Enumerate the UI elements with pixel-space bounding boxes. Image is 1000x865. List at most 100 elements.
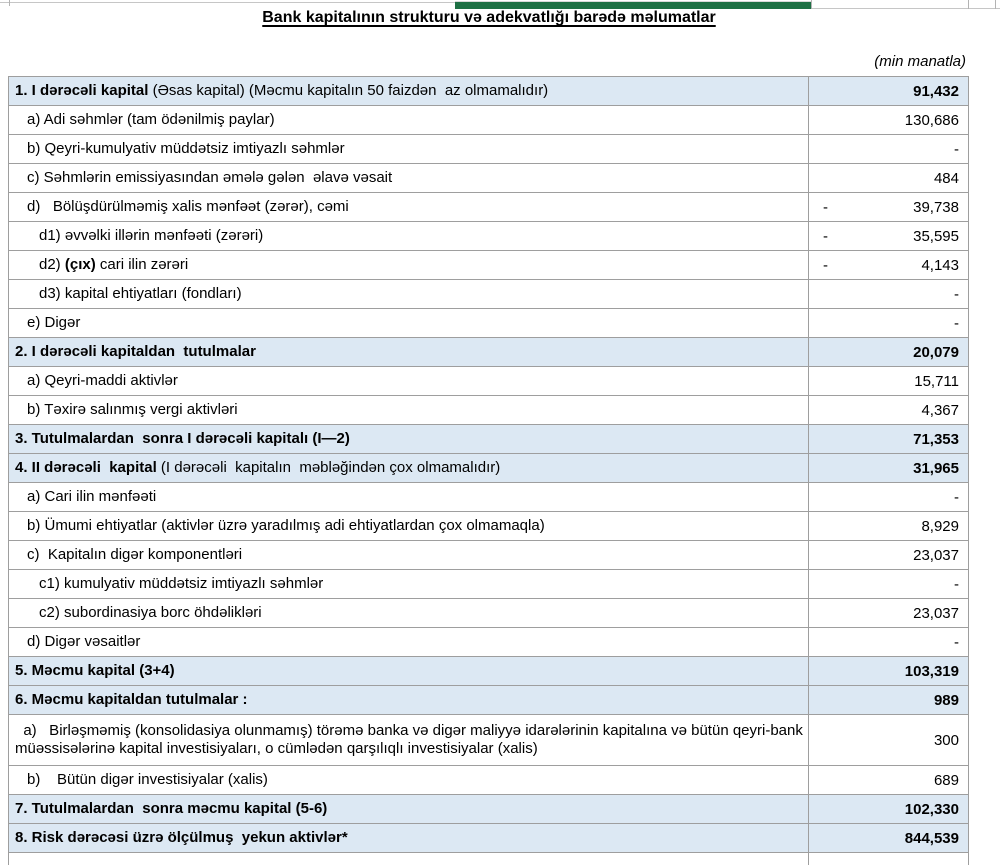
unit-note: (min manatla) (874, 53, 966, 70)
row-label: b) Bütün digər investisiyalar (xalis) (9, 766, 809, 795)
row-label: 6. Məcmu kapitaldan tutulmalar : (9, 686, 809, 715)
sheet-gridline (811, 0, 812, 9)
row-value: - 35,595 (809, 222, 969, 251)
label-text: c) Kapitalın digər komponentləri (27, 545, 243, 563)
value-text: - (954, 140, 959, 158)
value-text: - (954, 488, 959, 506)
minus-sign: - (823, 227, 828, 245)
sheet-gridline (811, 8, 1000, 9)
value-text: 4,143 (921, 256, 959, 274)
row-label: 7. Tutulmalardan sonra məcmu kapital (5-… (9, 795, 809, 824)
row-value: - (809, 309, 969, 338)
table-row: a) Birləşməmiş (konsolidasiya olunmamış)… (9, 715, 969, 766)
sheet-gridline (0, 2, 455, 3)
row-value: 4,367 (809, 396, 969, 425)
table-row: 4. II dərəcəli kapital (I dərəcəli kapit… (9, 454, 969, 483)
value-text: 23,037 (913, 546, 959, 564)
row-value: 91,432 (809, 77, 969, 106)
label-text: d3) kapital ehtiyatları (fondları) (39, 284, 242, 302)
row-value: 23,037 (809, 541, 969, 570)
row-label: b) Qeyri-kumulyativ müddətsiz imtiyazlı … (9, 135, 809, 164)
row-value: - (809, 280, 969, 309)
row-label: a) Qeyri-maddi aktivlər (9, 367, 809, 396)
table-row: d) Bölüşdürülməmiş xalis mənfəət (zərər)… (9, 193, 969, 222)
row-label: d1) əvvəlki illərin mənfəəti (zərəri) (9, 222, 809, 251)
label-text: 7. Tutulmalardan sonra məcmu kapital (5-… (15, 799, 328, 817)
table-row: 2. I dərəcəli kapitaldan tutulmalar 20,0… (9, 338, 969, 367)
value-text: - (954, 314, 959, 332)
table-row: c2) subordinasiya borc öhdəlikləri 23,03… (9, 599, 969, 628)
value-text: 484 (933, 169, 959, 187)
table-row: b) Təxirə salınmış vergi aktivləri 4,367 (9, 396, 969, 425)
table-row: a) Adi səhmlər (tam ödənilmiş paylar) 13… (9, 106, 969, 135)
row-value: 31,965 (809, 454, 969, 483)
row-value: 8,929 (809, 512, 969, 541)
label-text: 1. I dərəcəli kapital (15, 81, 149, 99)
row-value: 20,079 (809, 338, 969, 367)
row-label: d) Digər vəsaitlər (9, 628, 809, 657)
label-text: a) Birləşməmiş (konsolidasiya olunmamış)… (15, 721, 808, 757)
label-text: d1) əvvəlki illərin mənfəəti (zərəri) (39, 226, 264, 244)
row-label: a) Birləşməmiş (konsolidasiya olunmamış)… (9, 715, 809, 766)
value-text: 91,432 (913, 82, 959, 100)
label-text: b) Ümumi ehtiyatlar (aktivlər üzrə yarad… (27, 516, 545, 534)
label-text: c1) kumulyativ müddətsiz imtiyazlı səhml… (39, 574, 324, 592)
value-text: 103,319 (904, 662, 959, 680)
table-row: e) Digər - (9, 309, 969, 338)
table-row: 1. I dərəcəli kapital (Əsas kapital) (Mə… (9, 77, 969, 106)
label-text: b) Təxirə salınmış vergi aktivləri (27, 400, 238, 418)
label-text: a) Cari ilin mənfəəti (27, 487, 157, 505)
table-row: a) Qeyri-maddi aktivlər 15,711 (9, 367, 969, 396)
row-label: c) Səhmlərin emissiyasından əmələ gələn … (9, 164, 809, 193)
label-text: 3. Tutulmalardan sonra I dərəcəli kapita… (15, 429, 350, 447)
row-value: - 39,738 (809, 193, 969, 222)
row-label: e) Digər (9, 309, 809, 338)
row-label: c2) subordinasiya borc öhdəlikləri (9, 599, 809, 628)
row-value: - 4,143 (809, 251, 969, 280)
sheet-gridline (968, 0, 969, 9)
value-text: 989 (933, 691, 959, 709)
table-row: c) Səhmlərin emissiyasından əmələ gələn … (9, 164, 969, 193)
label-text: a) Adi səhmlər (tam ödənilmiş paylar) (27, 110, 275, 128)
row-value: 989 (809, 686, 969, 715)
row-label: 3. Tutulmalardan sonra I dərəcəli kapita… (9, 425, 809, 454)
label-text: 8. Risk dərəcəsi üzrə ölçülmuş yekun akt… (15, 828, 348, 846)
label-text: a) Qeyri-maddi aktivlər (27, 371, 178, 389)
table-row: 8. Risk dərəcəsi üzrə ölçülmuş yekun akt… (9, 824, 969, 853)
minus-sign: - (823, 198, 828, 216)
row-label: 5. Məcmu kapital (3+4) (9, 657, 809, 686)
table-row: d1) əvvəlki illərin mənfəəti (zərəri) - 3… (9, 222, 969, 251)
label-text: b) Qeyri-kumulyativ müddətsiz imtiyazlı … (27, 139, 345, 157)
page-title: Bank kapitalının strukturu və adekvatlığ… (262, 9, 716, 26)
row-value: 102,330 (809, 795, 969, 824)
row-value: 15,711 (809, 367, 969, 396)
value-text: 102,330 (904, 800, 959, 818)
label-text: d) Bölüşdürülməmiş xalis mənfəət (zərər)… (27, 197, 349, 215)
label-text: d2) (39, 255, 65, 273)
table-row: a) Cari ilin mənfəəti - (9, 483, 969, 512)
table-row: c1) kumulyativ müddətsiz imtiyazlı səhml… (9, 570, 969, 599)
value-text: - (954, 633, 959, 651)
table-row-partial (9, 853, 969, 865)
row-value: 71,353 (809, 425, 969, 454)
row-value: 484 (809, 164, 969, 193)
row-value: 130,686 (809, 106, 969, 135)
value-text: 8,929 (921, 517, 959, 535)
row-value (809, 853, 969, 865)
table-row: 7. Tutulmalardan sonra məcmu kapital (5-… (9, 795, 969, 824)
minus-sign: - (823, 256, 828, 274)
row-label (9, 853, 809, 865)
value-text: 15,711 (914, 372, 959, 390)
value-text: 39,738 (913, 198, 959, 216)
label-text: c2) subordinasiya borc öhdəlikləri (39, 603, 262, 621)
label-text: b) Bütün digər investisiyalar (xalis) (27, 770, 268, 788)
label-text: 4. II dərəcəli kapital (15, 458, 157, 476)
row-label: d) Bölüşdürülməmiş xalis mənfəət (zərər)… (9, 193, 809, 222)
green-cell-edge (455, 1, 811, 9)
label-text: (Əsas kapital) (Məcmu kapitalın 50 faizd… (148, 81, 549, 99)
sheet-gridline (9, 0, 10, 6)
label-text: c) Səhmlərin emissiyasından əmələ gələn … (27, 168, 393, 186)
row-value: 23,037 (809, 599, 969, 628)
value-text: 4,367 (921, 401, 959, 419)
value-text: 130,686 (904, 111, 959, 129)
